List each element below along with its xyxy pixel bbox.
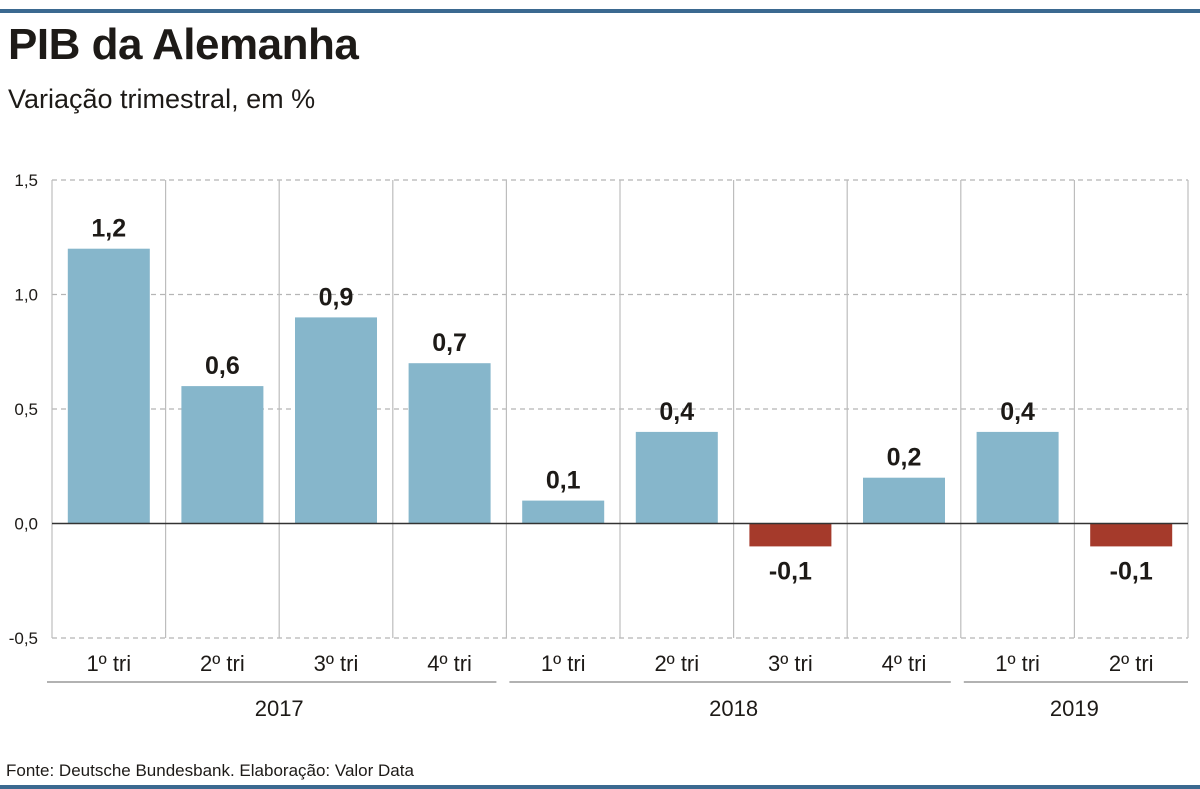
year-label: 2017: [255, 696, 304, 721]
year-label: 2018: [709, 696, 758, 721]
x-tick-label: 4º tri: [427, 651, 472, 676]
data-label: -0,1: [769, 557, 812, 585]
x-tick-label: 2º tri: [654, 651, 699, 676]
chart-subtitle: Variação trimestral, em %: [8, 84, 316, 114]
bar: [295, 317, 377, 524]
x-tick-label: 4º tri: [882, 651, 927, 676]
year-label: 2019: [1050, 696, 1099, 721]
y-tick-label: 1,0: [14, 286, 38, 305]
data-label: 0,7: [432, 329, 467, 357]
data-label: 0,2: [887, 444, 922, 472]
data-label: 0,4: [1000, 398, 1035, 426]
data-label: 0,4: [659, 398, 694, 426]
data-label: 0,9: [319, 283, 354, 311]
bar: [749, 523, 832, 547]
bar: [67, 248, 150, 524]
y-tick-label: 0,0: [14, 515, 38, 534]
data-label: 0,1: [546, 467, 581, 495]
bottom-accent-bar: [0, 785, 1200, 789]
data-label: 1,2: [91, 215, 126, 243]
y-tick-label: 0,5: [14, 400, 38, 419]
y-tick-label: 1,5: [14, 171, 38, 190]
bar: [1090, 523, 1173, 547]
y-tick-label: -0,5: [9, 629, 38, 648]
top-accent-bar: [0, 9, 1200, 13]
bar: [976, 431, 1059, 524]
data-label: 0,6: [205, 352, 240, 380]
bar: [181, 386, 264, 524]
x-tick-label: 2º tri: [200, 651, 245, 676]
x-tick-label: 3º tri: [768, 651, 813, 676]
data-label: -0,1: [1110, 557, 1153, 585]
chart-title: PIB da Alemanha: [8, 20, 359, 69]
bar: [408, 363, 491, 524]
bar: [635, 431, 718, 524]
x-tick-label: 3º tri: [314, 651, 359, 676]
bar: [522, 500, 605, 524]
x-tick-label: 2º tri: [1109, 651, 1154, 676]
bar: [863, 477, 945, 524]
x-tick-label: 1º tri: [995, 651, 1040, 676]
x-tick-label: 1º tri: [541, 651, 586, 676]
x-tick-label: 1º tri: [86, 651, 131, 676]
source-note: Fonte: Deutsche Bundesbank. Elaboração: …: [6, 761, 414, 780]
